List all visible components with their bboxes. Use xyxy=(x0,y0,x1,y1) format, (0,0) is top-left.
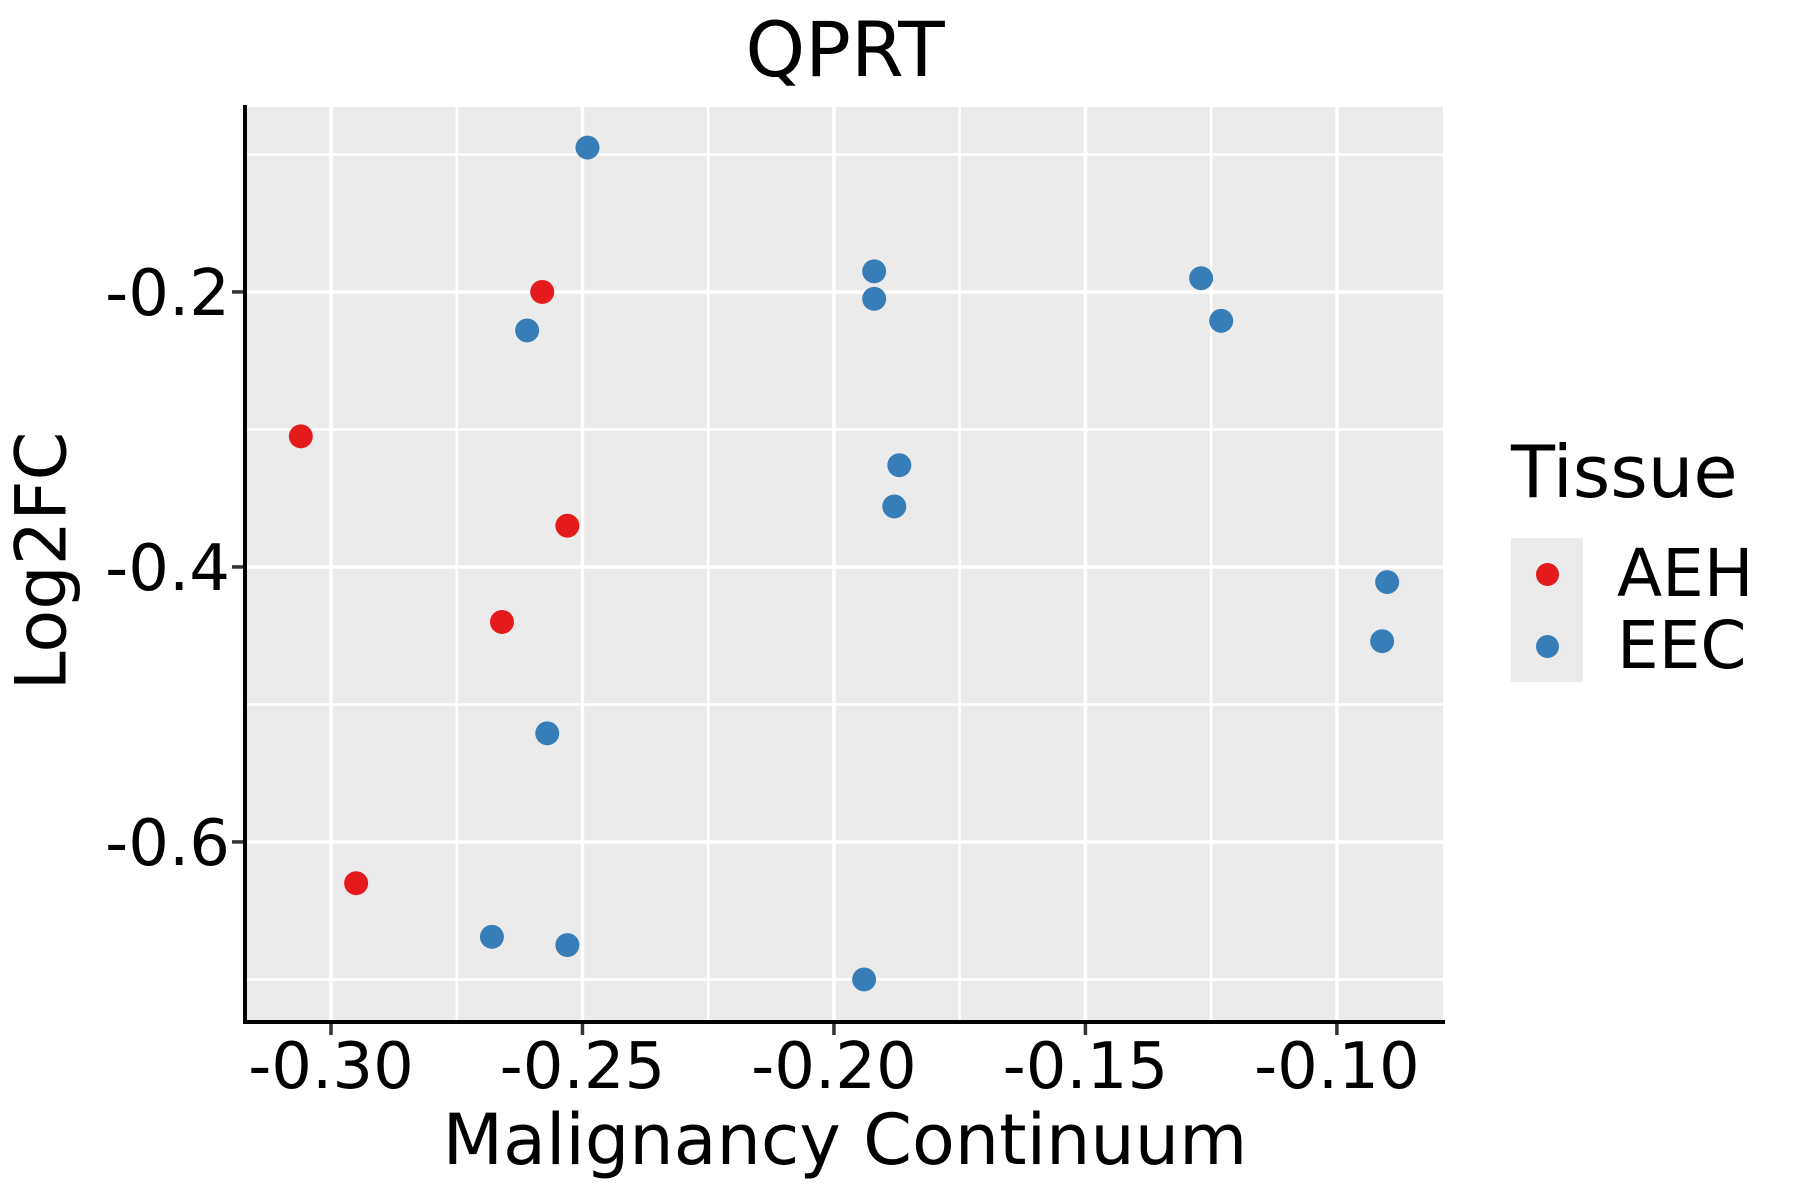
legend-item-eec: EEC xyxy=(1511,610,1753,682)
y-axis-title-text: Log2FC xyxy=(0,431,83,691)
data-point-eec xyxy=(555,933,580,958)
data-point-eec xyxy=(535,721,560,746)
data-point-eec xyxy=(862,259,887,284)
x-tick-label: -0.25 xyxy=(500,1030,666,1104)
x-tick-label: -0.20 xyxy=(751,1030,917,1104)
data-point-aeh xyxy=(489,609,514,634)
x-tick-label: -0.30 xyxy=(248,1030,414,1104)
legend-item-label: EEC xyxy=(1617,607,1747,684)
y-tick-label: -0.2 xyxy=(105,257,230,331)
tick-marks xyxy=(232,290,1339,1035)
panel-background xyxy=(247,107,1443,1020)
series-aeh xyxy=(288,279,580,896)
series-eec xyxy=(479,135,1400,992)
data-point-eec xyxy=(515,318,540,343)
legend-dot-aeh xyxy=(1535,562,1559,586)
data-point-aeh xyxy=(530,279,555,304)
minor-gridlines xyxy=(247,107,1443,1020)
y-tick-label: -0.4 xyxy=(105,532,230,606)
legend-key xyxy=(1511,610,1583,682)
legend-items: AEH EEC xyxy=(1511,538,1753,682)
data-point-eec xyxy=(862,286,887,311)
x-tick-label: -0.10 xyxy=(1254,1030,1420,1104)
y-tick-label: -0.6 xyxy=(105,807,230,881)
data-point-eec xyxy=(575,135,600,160)
legend-key xyxy=(1511,538,1583,610)
legend-dot-eec xyxy=(1535,634,1559,658)
y-tick-labels: -0.2 -0.4 -0.6 xyxy=(105,257,230,881)
legend: Tissue AEH EEC xyxy=(1511,436,1753,682)
legend-item-aeh: AEH xyxy=(1511,538,1753,610)
x-tick-label: -0.15 xyxy=(1003,1030,1169,1104)
data-point-eec xyxy=(1375,570,1400,595)
data-point-aeh xyxy=(288,424,313,449)
data-point-aeh xyxy=(555,513,580,538)
x-axis-title: Malignancy Continuum xyxy=(442,1099,1248,1181)
data-point-eec xyxy=(1209,308,1234,333)
data-point-eec xyxy=(1189,266,1214,291)
data-point-aeh xyxy=(344,871,369,896)
data-point-eec xyxy=(479,924,504,949)
legend-item-label: AEH xyxy=(1617,535,1754,612)
data-point-eec xyxy=(887,453,912,478)
data-point-eec xyxy=(852,967,877,992)
axis-lines xyxy=(243,105,1445,1024)
plot-title: QPRT xyxy=(745,5,945,94)
x-tick-labels: -0.30 -0.25 -0.20 -0.15 -0.10 xyxy=(248,1030,1419,1104)
major-gridlines xyxy=(247,107,1443,1020)
data-point-eec xyxy=(1370,629,1395,654)
data-point-eec xyxy=(882,494,907,519)
legend-title: Tissue xyxy=(1511,430,1738,514)
